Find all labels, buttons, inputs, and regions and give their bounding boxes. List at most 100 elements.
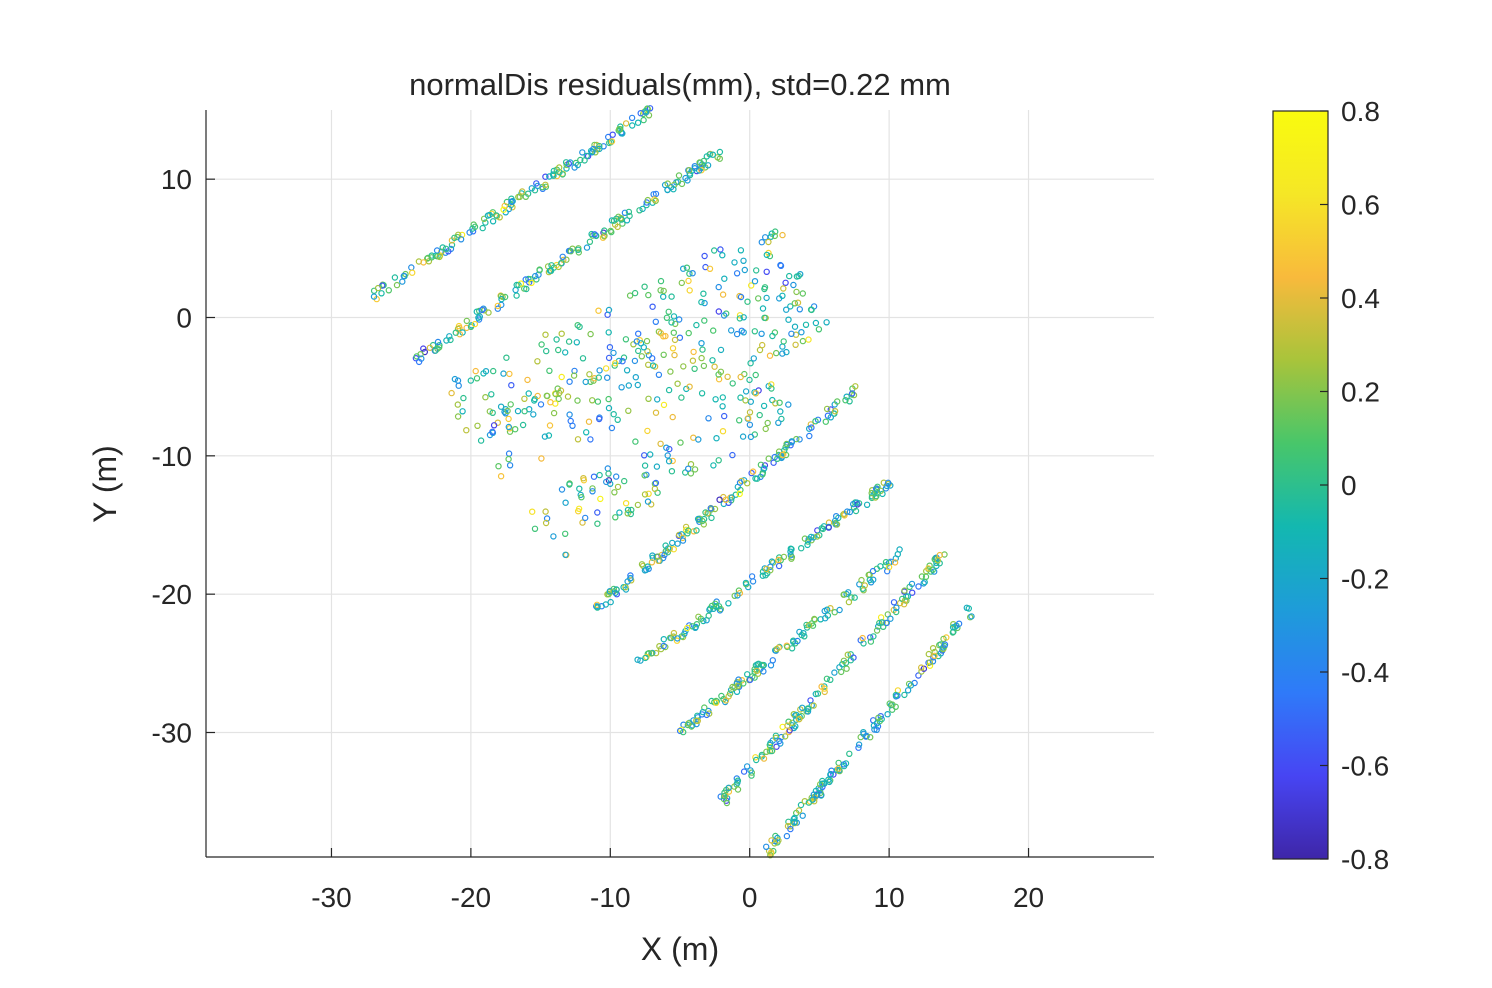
scatter-point — [550, 533, 557, 540]
scatter-point — [742, 579, 750, 587]
scatter-point — [641, 452, 648, 459]
scatter-point — [873, 492, 880, 500]
scatter-point — [648, 650, 655, 657]
scatter-point — [766, 741, 774, 749]
scatter-point — [801, 535, 809, 542]
scatter-point — [701, 317, 708, 324]
scatter-point — [670, 329, 678, 336]
scatter-point — [806, 432, 813, 440]
scatter-point — [656, 643, 663, 650]
scatter-point — [941, 641, 949, 648]
scatter-point — [882, 485, 890, 492]
scatter-point — [761, 314, 768, 321]
scatter-point — [929, 645, 937, 652]
scatter-point — [685, 329, 692, 337]
scatter-point — [619, 220, 626, 227]
scatter-point — [793, 716, 800, 723]
scatter-point — [640, 344, 648, 351]
scatter-point — [802, 321, 810, 328]
scatter-point — [622, 584, 629, 591]
scatter-point — [909, 589, 916, 596]
scatter-point — [936, 551, 944, 559]
scatter-point — [751, 278, 759, 285]
scatter-point — [634, 119, 642, 126]
scatter-point — [591, 141, 598, 149]
scatter-point — [528, 279, 535, 287]
scatter-point — [870, 633, 877, 640]
scatter-point — [531, 525, 539, 533]
scatter-point — [926, 662, 934, 669]
scatter-point — [525, 390, 532, 397]
scatter-point — [495, 463, 502, 470]
scatter-point — [651, 485, 659, 492]
scatter-point — [579, 355, 587, 362]
scatter-point — [534, 358, 541, 365]
scatter-point — [544, 392, 551, 400]
scatter-point — [804, 541, 811, 549]
scatter-point — [513, 281, 520, 289]
scatter-point — [814, 690, 822, 697]
scatter-point — [790, 281, 797, 289]
scatter-point — [643, 653, 650, 661]
scatter-point — [589, 488, 596, 495]
scatter-point — [447, 336, 454, 344]
scatter-point — [772, 228, 779, 235]
scatter-point — [638, 353, 646, 360]
scatter-point — [635, 347, 642, 355]
scatter-point — [836, 606, 843, 614]
scatter-point — [887, 615, 894, 622]
scatter-point — [671, 351, 678, 359]
scatter-point — [699, 708, 707, 716]
scatter-point — [595, 374, 603, 381]
scatter-point — [459, 408, 466, 415]
scatter-point — [861, 582, 869, 589]
scatter-point — [922, 573, 930, 581]
scatter-point — [710, 462, 717, 469]
scatter-point — [810, 702, 817, 709]
scatter-point — [613, 215, 620, 222]
scatter-point — [869, 567, 877, 575]
scatter-point — [799, 812, 806, 819]
scatter-point — [614, 416, 621, 423]
scatter-point — [793, 273, 801, 280]
scatter-point — [588, 149, 596, 156]
scatter-point — [694, 515, 702, 523]
scatter-point — [776, 737, 783, 745]
scatter-point — [616, 509, 623, 516]
scatter-point — [866, 576, 874, 584]
scatter-point — [614, 483, 622, 491]
scatter-point — [859, 634, 866, 642]
scatter-point — [749, 468, 757, 475]
scatter-point — [850, 500, 857, 508]
scatter-point — [750, 355, 758, 362]
scatter-point — [641, 283, 648, 290]
scatter-point — [746, 676, 754, 684]
scatter-point — [863, 501, 871, 508]
y-axis-label: Y (m) — [87, 445, 123, 523]
scatter-point — [655, 557, 662, 565]
scatter-point — [497, 473, 505, 480]
scatter-point — [639, 205, 646, 213]
scatter-point — [740, 680, 747, 687]
scatter-point — [907, 682, 915, 689]
scatter-point — [794, 299, 802, 306]
scatter-point — [780, 338, 787, 345]
scatter-point — [925, 650, 933, 658]
scatter-point — [652, 197, 659, 205]
scatter-point — [805, 336, 812, 343]
scatter-point — [579, 519, 586, 526]
scatter-point — [755, 295, 762, 302]
scatter-point — [644, 348, 651, 355]
scatter-point — [670, 313, 678, 320]
scatter-point — [689, 270, 696, 277]
scatter-point — [931, 652, 938, 660]
colorbar-tick-label: -0.8 — [1341, 844, 1389, 875]
scatter-point — [753, 756, 760, 764]
scatter-point — [838, 668, 845, 676]
scatter-point — [701, 299, 708, 307]
scatter-point — [759, 305, 767, 312]
scatter-point — [885, 559, 893, 566]
scatter-point — [794, 637, 801, 645]
scatter-point — [874, 483, 881, 490]
